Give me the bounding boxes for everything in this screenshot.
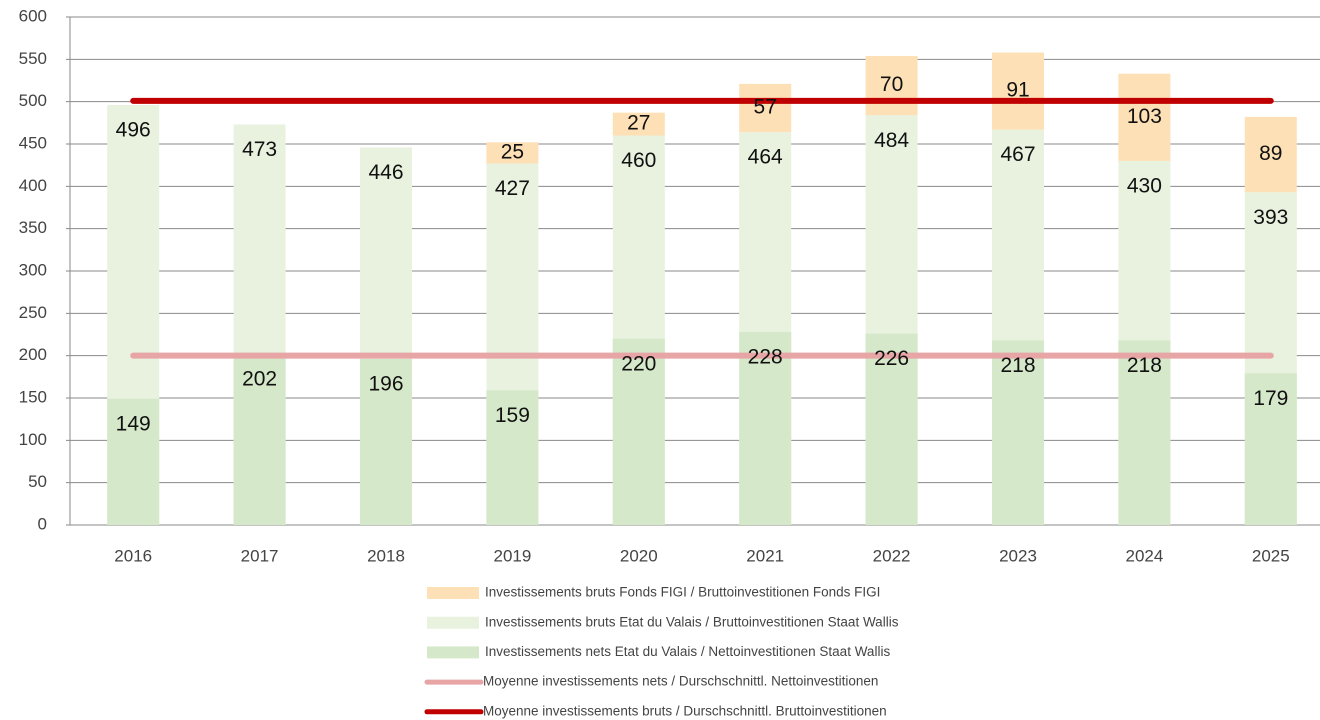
bar: [486, 390, 539, 525]
legend-label: Moyenne investissements bruts / Durschsc…: [483, 703, 887, 718]
y-tick-label: 0: [38, 514, 47, 533]
data-label: 25: [501, 140, 524, 163]
x-tick-label: 2023: [999, 546, 1037, 565]
x-tick-label: 2025: [1252, 546, 1290, 565]
y-tick-label: 500: [19, 91, 47, 110]
y-tick-label: 350: [19, 218, 47, 237]
data-label: 228: [748, 346, 783, 369]
y-tick-label: 50: [28, 472, 47, 491]
y-tick-label: 250: [19, 303, 47, 322]
data-label: 103: [1127, 105, 1162, 128]
x-tick-label: 2020: [620, 546, 658, 565]
data-label: 446: [368, 161, 403, 184]
bar: [486, 142, 539, 164]
bar: [1244, 116, 1297, 193]
y-tick-label: 400: [19, 176, 47, 195]
x-tick-label: 2017: [241, 546, 279, 565]
data-label: 430: [1127, 174, 1162, 197]
bar: [107, 398, 160, 525]
y-tick-label: 300: [19, 260, 47, 279]
data-label: 496: [116, 119, 151, 142]
x-tick-label: 2019: [493, 546, 531, 565]
legend-swatch: [427, 587, 479, 599]
bar: [612, 338, 665, 525]
legend-swatch: [427, 616, 479, 629]
data-label: 464: [748, 146, 783, 169]
data-label: 484: [874, 129, 909, 152]
data-label: 427: [495, 177, 530, 200]
data-label: 179: [1253, 387, 1288, 410]
bar: [865, 55, 918, 116]
legend-label: Investissements nets Etat du Valais / Ne…: [485, 644, 890, 659]
bar: [739, 331, 792, 525]
bar: [992, 340, 1044, 525]
x-tick-label: 2018: [367, 546, 405, 565]
data-label: 393: [1253, 206, 1288, 229]
data-label: 218: [1127, 354, 1162, 377]
data-label: 467: [1000, 143, 1035, 166]
bar: [739, 83, 792, 133]
bar: [992, 52, 1044, 130]
data-label: 149: [116, 412, 151, 435]
x-tick-label: 2024: [1125, 546, 1163, 565]
data-label: 196: [368, 373, 403, 396]
bar: [1118, 73, 1171, 161]
data-label: 226: [874, 347, 909, 370]
data-label: 220: [621, 352, 656, 375]
data-label: 91: [1006, 79, 1029, 102]
bar: [360, 359, 412, 525]
data-label: 473: [242, 138, 277, 161]
y-tick-label: 550: [19, 49, 47, 68]
bar: [865, 333, 918, 525]
data-label: 57: [754, 96, 777, 119]
data-label: 70: [880, 73, 903, 96]
y-tick-label: 200: [19, 345, 47, 364]
legend-label: Moyenne investissements nets / Durschsch…: [483, 674, 878, 689]
y-tick-label: 100: [19, 430, 47, 449]
data-label: 159: [495, 404, 530, 427]
data-label: 218: [1000, 354, 1035, 377]
legend-swatch: [427, 646, 479, 659]
data-label: 202: [242, 368, 277, 391]
x-tick-label: 2022: [873, 546, 911, 565]
legend-label: Investissements bruts Etat du Valais / B…: [485, 614, 899, 629]
x-tick-label: 2016: [114, 546, 152, 565]
x-tick-label: 2021: [746, 546, 784, 565]
y-tick-label: 450: [19, 133, 47, 152]
legend-label: Investissements bruts Fonds FIGI / Brutt…: [485, 585, 880, 600]
bar: [612, 112, 665, 136]
y-tick-label: 150: [19, 387, 47, 406]
bar: [233, 353, 286, 525]
bar: [1244, 373, 1297, 525]
data-label: 27: [627, 112, 650, 135]
y-tick-label: 600: [19, 6, 47, 25]
data-label: 460: [621, 149, 656, 172]
bar: [1118, 340, 1171, 525]
data-label: 89: [1259, 142, 1282, 165]
